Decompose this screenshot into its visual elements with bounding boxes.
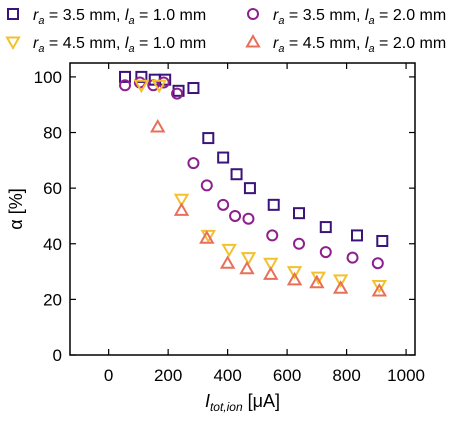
- data-point: [202, 132, 215, 145]
- x-axis-label-sub: tot,ion: [210, 400, 243, 414]
- legend-entry-2: ra = 3.5 mm, la = 2.0 mm: [247, 7, 446, 27]
- x-axis-label-unit: [μA]: [243, 391, 280, 411]
- data-point: [187, 157, 200, 170]
- legend-label: ra = 4.5 mm, la = 1.0 mm: [33, 35, 206, 55]
- data-point: [371, 279, 388, 294]
- data-point: [119, 70, 132, 83]
- series-2: [119, 76, 384, 270]
- data-point: [219, 255, 236, 269]
- data-point: [171, 87, 184, 100]
- y-tick-label: 60: [43, 179, 62, 198]
- data-point: [243, 182, 256, 195]
- data-point: [240, 252, 257, 266]
- legend: ra = 3.5 mm, la = 1.0 mm ra = 3.5 mm, la …: [5, 7, 446, 55]
- data-point: [263, 266, 279, 280]
- series-4: [150, 118, 388, 297]
- legend-label: ra = 3.5 mm, la = 1.0 mm: [33, 7, 206, 27]
- legend-marker: [245, 33, 261, 48]
- plot-frame: [69, 62, 416, 356]
- x-tick-label: 600: [273, 366, 301, 385]
- data-point: [319, 246, 332, 259]
- data-point: [293, 207, 306, 220]
- y-tick-label: 40: [43, 235, 62, 254]
- x-tick-label: 400: [213, 366, 241, 385]
- data-point: [242, 212, 255, 225]
- data-point: [267, 198, 280, 211]
- axis-ticks: 0 200 400 600 800 1000 0 20 40 60 80 100: [34, 63, 425, 385]
- data-point: [309, 274, 325, 289]
- y-tick-label: 20: [43, 290, 62, 309]
- data-point: [239, 260, 255, 275]
- data-point: [157, 76, 170, 89]
- data-point: [187, 82, 200, 95]
- y-axis-label: α [%]: [6, 188, 26, 229]
- legend-marker: [7, 8, 19, 20]
- data-point: [332, 280, 349, 294]
- legend-entry-3: ra = 4.5 mm, la = 1.0 mm: [5, 35, 206, 55]
- data-point: [230, 168, 243, 181]
- legend-marker: [5, 36, 21, 51]
- legend-marker: [247, 8, 259, 20]
- data-point: [150, 118, 166, 133]
- data-point: [119, 79, 132, 92]
- data-point: [133, 79, 150, 94]
- data-point: [351, 229, 364, 242]
- y-tick-label: 0: [53, 346, 62, 365]
- y-tick-label: 80: [43, 124, 62, 143]
- x-axis-label-main: I: [205, 391, 210, 411]
- data-point: [286, 266, 303, 280]
- data-point: [371, 257, 384, 270]
- data-points: [119, 70, 389, 297]
- legend-entry-4: ra = 4.5 mm, la = 2.0 mm: [245, 33, 446, 55]
- data-point: [346, 251, 359, 264]
- data-point: [151, 79, 167, 94]
- x-tick-label: 200: [154, 366, 182, 385]
- x-tick-label: 0: [104, 366, 113, 385]
- data-point: [319, 221, 332, 234]
- series-1: [119, 70, 389, 247]
- data-point: [199, 230, 215, 244]
- data-point: [173, 193, 190, 208]
- legend-entry-1: ra = 3.5 mm, la = 1.0 mm: [7, 7, 206, 27]
- y-tick-label: 100: [34, 68, 62, 87]
- data-point: [293, 237, 306, 250]
- data-point: [229, 209, 242, 222]
- data-point: [221, 243, 237, 258]
- legend-label: ra = 4.5 mm, la = 2.0 mm: [273, 35, 446, 55]
- data-point: [217, 151, 230, 164]
- data-point: [217, 198, 230, 211]
- data-point: [371, 283, 388, 297]
- data-point: [266, 229, 279, 242]
- x-tick-label: 800: [332, 366, 360, 385]
- data-point: [173, 202, 190, 216]
- data-point: [135, 70, 148, 83]
- x-axis-label: Itot,ion [μA]: [205, 391, 280, 414]
- legend-label: ra = 3.5 mm, la = 2.0 mm: [273, 7, 446, 27]
- data-point: [286, 271, 303, 286]
- data-point: [200, 179, 213, 192]
- data-point: [263, 257, 279, 272]
- data-point: [332, 274, 349, 288]
- data-point: [376, 234, 389, 247]
- x-tick-label: 1000: [387, 366, 425, 385]
